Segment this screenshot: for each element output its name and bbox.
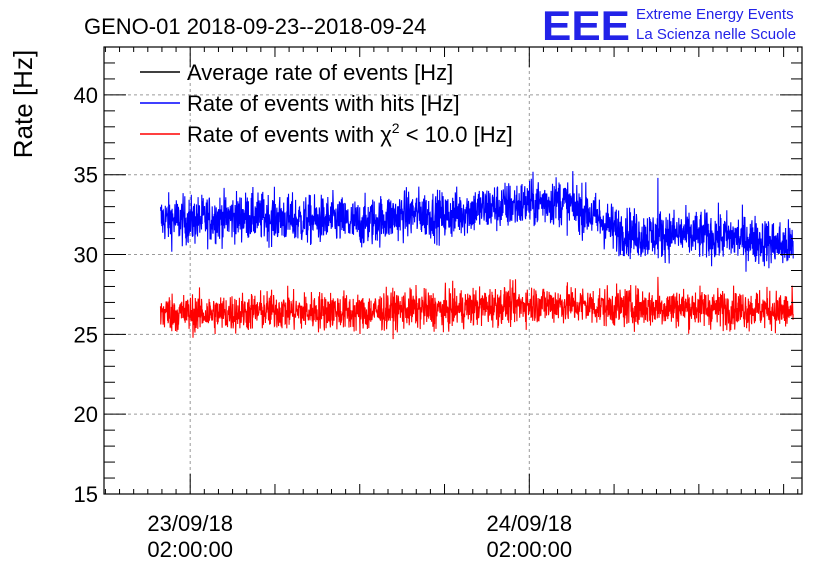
y-tick-label: 15 [74, 482, 98, 507]
grid [104, 47, 802, 495]
x-tick-date: 24/09/18 [486, 511, 572, 536]
y-tick-label: 40 [74, 83, 98, 108]
series-layer [159, 171, 794, 340]
chart-title: GENO-01 2018-09-23--2018-09-24 [84, 14, 426, 39]
x-tick-time: 02:00:00 [486, 537, 572, 562]
axis-ticks [104, 46, 802, 495]
x-tick-time: 02:00:00 [147, 537, 233, 562]
y-tick-label: 30 [74, 243, 98, 268]
tick-labels: 15202530354023/09/1802:00:0024/09/1802:0… [74, 83, 573, 562]
y-tick-label: 25 [74, 322, 98, 347]
logo-line-1: Extreme Energy Events [636, 6, 794, 23]
legend-label: Rate of events with hits [Hz] [187, 91, 460, 116]
y-tick-label: 20 [74, 402, 98, 427]
legend-label: Average rate of events [Hz] [187, 60, 453, 85]
y-axis-label: Rate [Hz] [8, 50, 38, 158]
logo-line-2: La Scienza nelle Scuole [636, 26, 796, 43]
legend: Average rate of events [Hz] Rate of event… [140, 60, 513, 147]
series-line-hits [159, 171, 794, 272]
series-line-chi2 [159, 276, 794, 340]
legend-label: Rate of events with χ2 < 10.0 [Hz] [187, 120, 513, 147]
y-tick-label: 35 [74, 163, 98, 188]
logo-mark: EEE [542, 2, 630, 49]
x-tick-date: 23/09/18 [147, 511, 233, 536]
eee-logo: EEE Extreme Energy Events La Scienza nel… [542, 2, 796, 49]
